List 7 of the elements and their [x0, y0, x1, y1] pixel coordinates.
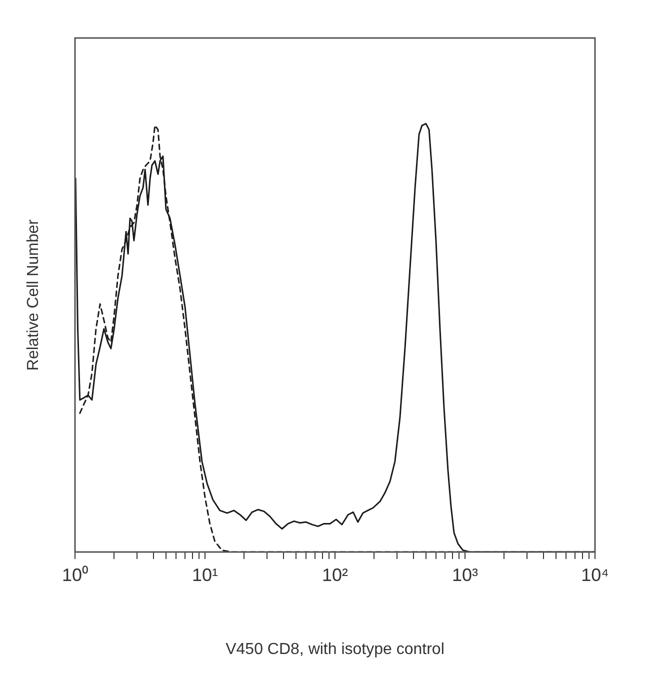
x-tick-label: 10³	[452, 564, 478, 585]
x-tick-label: 10¹	[192, 564, 218, 585]
x-axis-title: V450 CD8, with isotype control	[226, 640, 444, 658]
y-axis-title: Relative Cell Number	[25, 218, 42, 371]
x-tick-label: 10⁴	[581, 564, 609, 585]
x-tick-label: 10²	[322, 564, 348, 585]
x-tick-label: 10⁰	[62, 564, 88, 585]
